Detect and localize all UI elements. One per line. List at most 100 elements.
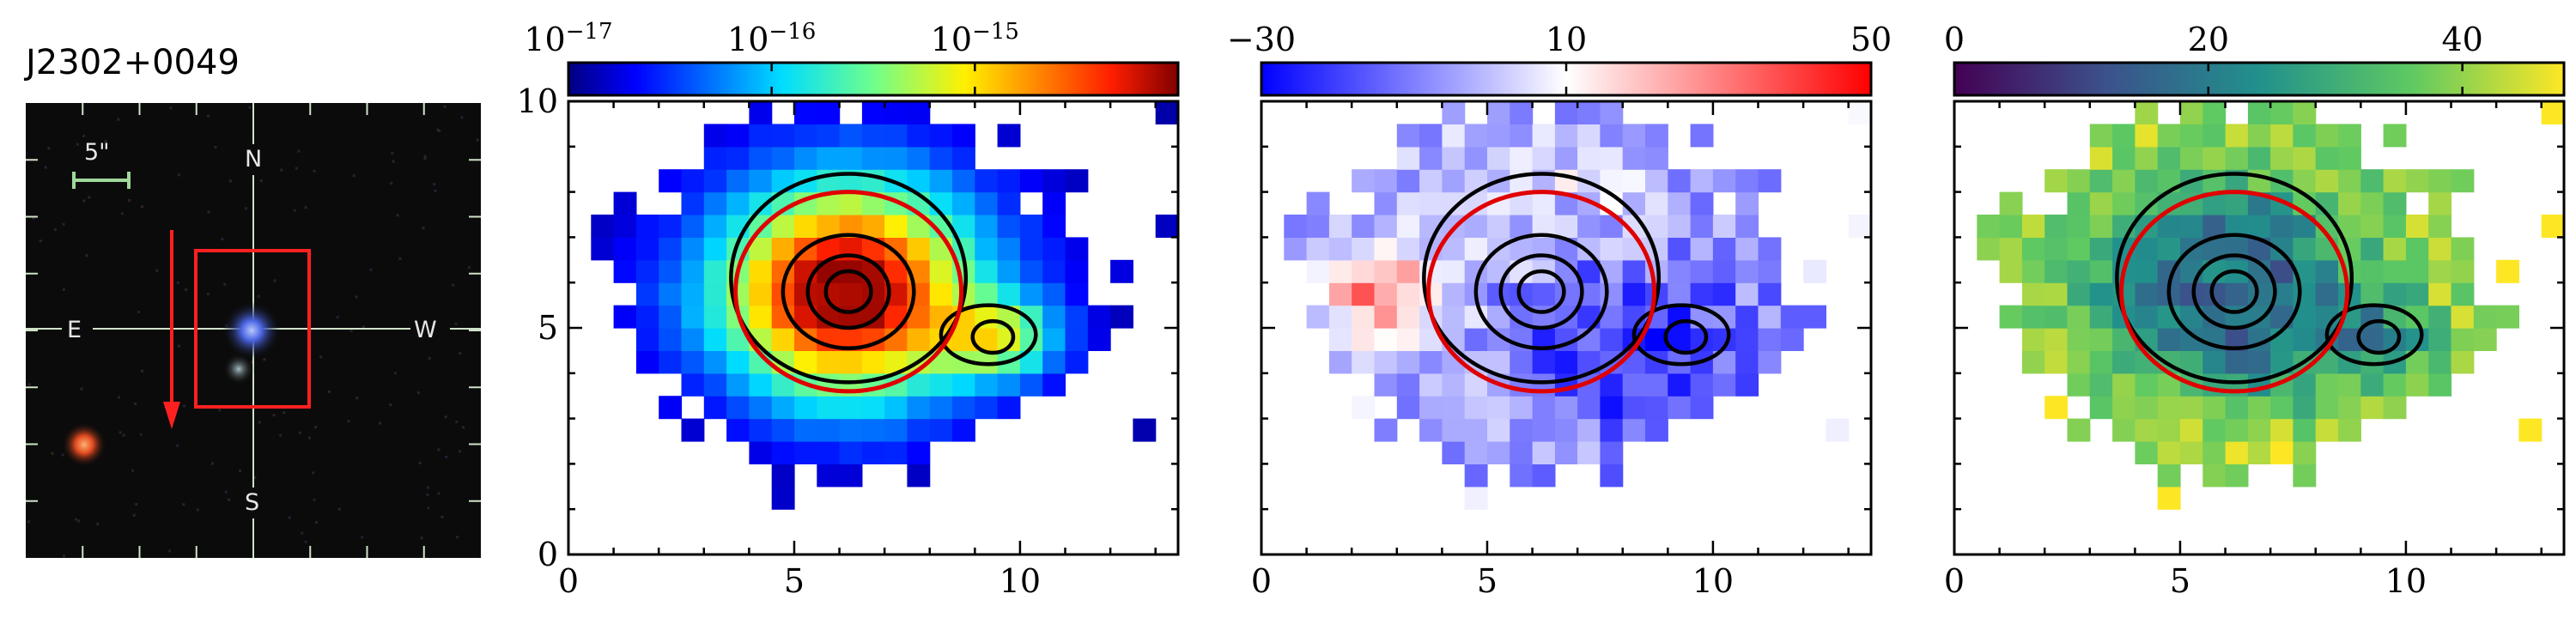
heatmap-cell: [997, 191, 1021, 215]
heatmap-cell: [2315, 146, 2339, 170]
noise-speck: [418, 461, 422, 464]
heatmap-cell: [2360, 169, 2385, 193]
heatmap-cell: [2089, 328, 2113, 351]
heatmap-cell: [2044, 259, 2069, 283]
heatmap-cell: [1419, 124, 1443, 148]
heatmap-cell: [1487, 350, 1510, 374]
heatmap-cell: [2270, 441, 2293, 464]
heatmap-cells: [1284, 101, 1871, 510]
heatmap-cell: [2225, 124, 2249, 148]
heatmap-cell: [2383, 282, 2407, 306]
heatmap-cell: [997, 169, 1021, 193]
contour-line: [2166, 233, 2302, 351]
heatmap-cell: [749, 396, 773, 420]
noise-speck: [445, 455, 448, 458]
heatmap-cell: [749, 441, 773, 464]
red-star: [62, 422, 106, 467]
heatmap-cell: [1487, 124, 1510, 148]
noise-speck: [85, 254, 88, 258]
heatmap-cell: [1374, 373, 1398, 397]
heatmap-cell: [2293, 328, 2317, 351]
heatmap-cell: [2451, 328, 2475, 351]
heatmap-cell: [884, 418, 908, 442]
heatmap-cell: [1712, 215, 1736, 238]
heatmap-cell: [749, 259, 773, 283]
noise-speck: [423, 157, 427, 160]
heatmap-cell: [1735, 305, 1759, 329]
heatmap-cell: [2270, 101, 2293, 124]
heatmap-cell: [2089, 350, 2113, 374]
heatmap-cell: [2135, 418, 2159, 442]
heatmap-cell: [1848, 101, 1871, 124]
heatmap-cell: [884, 215, 908, 238]
heatmap-cell: [2180, 101, 2203, 124]
heatmap-cell: [1110, 305, 1133, 329]
heatmap-cell: [2180, 396, 2203, 420]
heatmap-cell: [1442, 146, 1466, 170]
heatmap-cell: [1464, 441, 1488, 464]
heatmap-cell: [1042, 282, 1066, 306]
heatmap-cell: [861, 101, 885, 124]
heatmap-cell: [2067, 259, 2091, 283]
heatmap-cell: [2021, 328, 2045, 351]
heatmap-cell: [2518, 418, 2543, 442]
heatmap-cell: [794, 146, 817, 170]
x-tick-label: 0: [1251, 562, 1272, 600]
heatmap-cell: [2315, 418, 2339, 442]
heatmap-cell: [749, 169, 773, 193]
heatmap-cell: [907, 124, 931, 148]
aperture-ellipse: [1426, 190, 1657, 394]
heatmap-cell: [2293, 464, 2317, 488]
heatmap-cell: [2180, 146, 2203, 170]
heatmap-cell: [2428, 328, 2452, 351]
heatmap-cell: [1352, 259, 1376, 283]
companion-galaxy: [223, 354, 254, 385]
noise-speck: [51, 451, 54, 455]
heatmap-cell: [2293, 396, 2317, 420]
heatmap-cell: [2383, 191, 2407, 215]
heatmap-cell: [1554, 215, 1578, 238]
heatmap-cell: [1065, 328, 1089, 351]
heatmap-cell: [2428, 237, 2452, 261]
heatmap-cell: [2225, 441, 2249, 464]
heatmap-cell: [2044, 328, 2069, 351]
heatmap-cell: [2405, 215, 2429, 238]
heatmap-cell: [703, 237, 727, 261]
heatmap-cell: [2270, 124, 2293, 148]
heatmap-cell: [2293, 146, 2317, 170]
heatmap-cell: [2473, 305, 2497, 329]
noise-speck: [131, 469, 134, 472]
heatmap-cell: [975, 237, 999, 261]
noise-speck: [168, 549, 171, 553]
heatmap-cell: [1758, 169, 1782, 193]
heatmap-cell: [1532, 146, 1556, 170]
heatmap-cell: [703, 169, 727, 193]
heatmap-cell: [929, 169, 953, 193]
heatmap-cell: [1352, 282, 1376, 306]
heatmap-cell: [1690, 124, 1714, 148]
noise-speck: [155, 269, 159, 272]
heatmap-cell: [2405, 373, 2429, 397]
noise-speck: [223, 282, 227, 286]
noise-speck: [63, 554, 65, 557]
heatmap-cell: [613, 259, 637, 283]
heatmap-cell: [2270, 305, 2293, 329]
heatmap-cell: [1396, 259, 1420, 283]
noise-speck: [137, 311, 140, 313]
colorbar-tick-label: 20: [2188, 21, 2229, 58]
sky-thumbnail: N S E W 5": [26, 103, 481, 558]
heatmap-cell: [2360, 373, 2385, 397]
noise-speck: [272, 414, 276, 417]
noise-speck: [183, 404, 185, 408]
noise-speck: [301, 531, 304, 535]
heatmap-cell: [1328, 215, 1352, 238]
heatmap-cell: [2067, 282, 2091, 306]
heatmap-cell: [1352, 328, 1376, 351]
heatmap-cell: [1464, 418, 1488, 442]
heatmap-cell: [1328, 305, 1352, 329]
heatmap-cell: [2021, 350, 2045, 374]
heatmap-cell: [1510, 146, 1534, 170]
noise-speck: [224, 490, 228, 494]
contour-lines: [1422, 172, 1731, 385]
heatmap-cell: [1600, 282, 1624, 306]
